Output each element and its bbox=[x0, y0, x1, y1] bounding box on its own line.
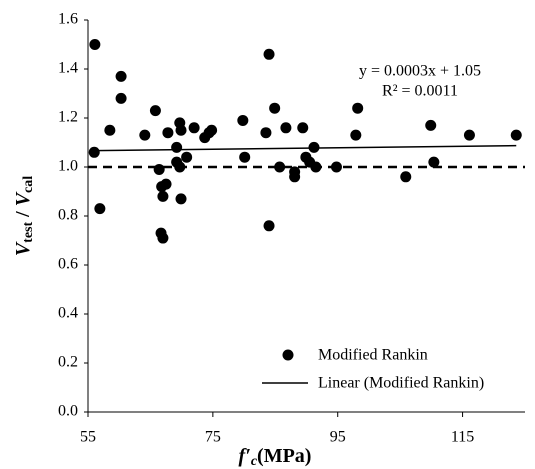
legend-label: Linear (Modified Rankin) bbox=[318, 375, 484, 392]
y-label-part: / bbox=[12, 206, 34, 222]
x-tick-label: 95 bbox=[330, 429, 346, 446]
y-label-part: test bbox=[21, 222, 36, 243]
trendline bbox=[94, 144, 517, 152]
point bbox=[330, 161, 342, 173]
y-tick-label: 0.8 bbox=[58, 207, 78, 224]
trend-r2: R² = 0.0011 bbox=[382, 83, 458, 100]
point bbox=[153, 163, 165, 175]
point bbox=[175, 193, 187, 205]
point bbox=[206, 124, 218, 136]
point bbox=[260, 127, 272, 139]
y-label-part: V bbox=[12, 241, 34, 256]
point bbox=[352, 102, 364, 114]
point bbox=[89, 39, 101, 50]
point bbox=[162, 127, 174, 139]
y-tick-label: 1.2 bbox=[58, 109, 78, 126]
x-axis-label: f′c(MPa) bbox=[239, 445, 312, 469]
point bbox=[297, 122, 309, 134]
x-label-part: f′ bbox=[239, 445, 251, 467]
point bbox=[160, 178, 172, 190]
point bbox=[310, 161, 322, 173]
point bbox=[174, 161, 186, 173]
point bbox=[263, 48, 275, 60]
x-label-part: (MPa) bbox=[257, 445, 311, 467]
point bbox=[188, 122, 200, 134]
point bbox=[463, 129, 475, 141]
point bbox=[157, 190, 169, 202]
point bbox=[280, 122, 292, 134]
point bbox=[175, 124, 187, 136]
trend-equation: y = 0.0003x + 1.05 bbox=[359, 63, 481, 80]
point bbox=[274, 161, 286, 173]
point bbox=[263, 220, 275, 232]
x-tick-label: 55 bbox=[80, 429, 96, 446]
legend-marker bbox=[282, 349, 294, 361]
point bbox=[171, 141, 183, 153]
point bbox=[269, 102, 281, 114]
legend-label: Modified Rankin bbox=[318, 347, 428, 364]
y-tick-label: 0.6 bbox=[58, 256, 78, 273]
point bbox=[88, 146, 100, 158]
point bbox=[400, 171, 412, 183]
point bbox=[115, 92, 127, 104]
point bbox=[149, 105, 161, 117]
y-label-part: cal bbox=[21, 176, 36, 193]
x-label-part: c bbox=[251, 454, 258, 469]
point bbox=[139, 129, 151, 141]
point bbox=[289, 171, 301, 183]
point bbox=[181, 151, 193, 163]
y-tick-label: 1.6 bbox=[58, 11, 78, 28]
y-tick-label: 1.4 bbox=[58, 60, 78, 77]
y-label-part: V bbox=[12, 191, 34, 206]
point bbox=[104, 124, 116, 136]
x-tick-label: 75 bbox=[205, 429, 221, 446]
point bbox=[94, 203, 106, 215]
point bbox=[115, 70, 127, 82]
y-tick-label: 1.0 bbox=[58, 158, 78, 175]
point bbox=[425, 119, 437, 131]
x-tick-label: 115 bbox=[451, 429, 474, 446]
point bbox=[237, 114, 249, 126]
point bbox=[239, 151, 251, 163]
point bbox=[510, 129, 522, 141]
point bbox=[350, 129, 362, 141]
point bbox=[428, 156, 440, 168]
y-tick-label: 0.4 bbox=[58, 305, 78, 322]
point bbox=[157, 232, 169, 244]
y-axis-label: Vtest / Vcal bbox=[12, 176, 37, 256]
y-tick-label: 0.0 bbox=[58, 403, 78, 420]
y-tick-label: 0.2 bbox=[58, 354, 78, 371]
